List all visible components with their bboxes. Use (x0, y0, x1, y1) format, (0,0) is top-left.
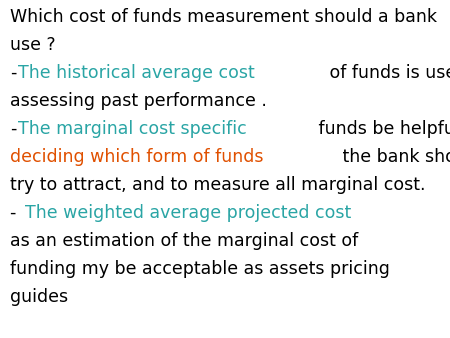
Text: -: - (10, 64, 16, 82)
Text: of funds: of funds (446, 204, 450, 222)
Text: deciding which form of funds: deciding which form of funds (10, 148, 264, 166)
Text: -: - (10, 120, 16, 138)
Text: funds be helpful in: funds be helpful in (313, 120, 450, 138)
Text: Which cost of funds measurement should a bank: Which cost of funds measurement should a… (10, 8, 437, 26)
Text: guides: guides (10, 288, 68, 306)
Text: -: - (10, 204, 22, 222)
Text: The marginal cost specific: The marginal cost specific (18, 120, 247, 138)
Text: as an estimation of the marginal cost of: as an estimation of the marginal cost of (10, 232, 358, 250)
Text: The historical average cost: The historical average cost (18, 64, 255, 82)
Text: try to attract, and to measure all marginal cost.: try to attract, and to measure all margi… (10, 176, 426, 194)
Text: use ?: use ? (10, 36, 56, 54)
Text: the bank should: the bank should (337, 148, 450, 166)
Text: assessing past performance .: assessing past performance . (10, 92, 267, 110)
Text: funding my be acceptable as assets pricing: funding my be acceptable as assets prici… (10, 260, 390, 278)
Text: of funds is useful in: of funds is useful in (324, 64, 450, 82)
Text: The weighted average projected cost: The weighted average projected cost (25, 204, 351, 222)
